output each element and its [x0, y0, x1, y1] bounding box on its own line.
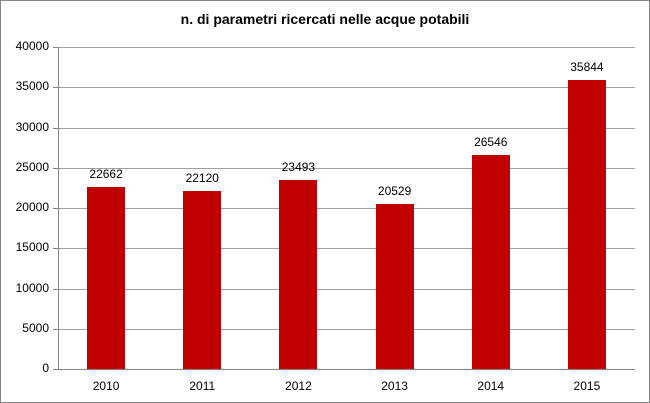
y-tick: [53, 87, 58, 89]
y-tick-label: 15000: [15, 240, 49, 255]
y-tick-label: 10000: [15, 280, 49, 295]
y-tick: [53, 248, 58, 250]
data-label: 20529: [377, 183, 412, 198]
x-tick-label: 2010: [92, 379, 120, 393]
gridline: [58, 127, 635, 129]
y-tick: [53, 288, 58, 290]
gridline: [58, 248, 635, 250]
x-tick-label: 2012: [285, 379, 312, 393]
y-axis: [58, 47, 59, 369]
y-tick-label: 5000: [22, 320, 49, 335]
gridline: [58, 87, 635, 89]
gridline: [58, 208, 635, 209]
x-tick-label: 2014: [477, 379, 505, 393]
chart-title: n. di parametri ricercati nelle acque po…: [180, 11, 470, 27]
gridline: [58, 167, 635, 169]
data-label: 26546: [474, 135, 508, 150]
x-tick-label: 2013: [381, 379, 408, 393]
bar-2011: [183, 190, 222, 369]
bar-2015: [567, 80, 606, 369]
x-tick-label: 2015: [573, 379, 601, 393]
x-axis: [58, 369, 635, 370]
y-tick: [53, 328, 58, 330]
data-label: 22662: [89, 166, 123, 181]
y-tick: [53, 167, 58, 169]
x-tick-label: 2011: [189, 379, 216, 393]
y-tick-label: 30000: [15, 119, 49, 134]
gridline: [58, 47, 635, 48]
y-tick: [53, 127, 58, 129]
bar-2012: [279, 179, 318, 369]
gridline: [58, 288, 635, 290]
y-tick: [53, 47, 58, 48]
bar-2010: [87, 186, 126, 369]
y-tick-label: 0: [42, 361, 49, 375]
y-tick-label: 20000: [15, 200, 49, 214]
y-tick-label: 40000: [15, 39, 49, 53]
bar-2013: [375, 203, 414, 369]
bar-2014: [471, 155, 510, 369]
gridline: [58, 328, 635, 330]
data-label: 22120: [185, 170, 219, 185]
data-label: 35844: [570, 60, 604, 75]
y-tick-label: 25000: [15, 159, 49, 174]
y-tick: [53, 369, 58, 370]
data-label: 23493: [281, 159, 316, 174]
y-tick-label: 35000: [15, 79, 49, 94]
y-tick: [53, 208, 58, 209]
